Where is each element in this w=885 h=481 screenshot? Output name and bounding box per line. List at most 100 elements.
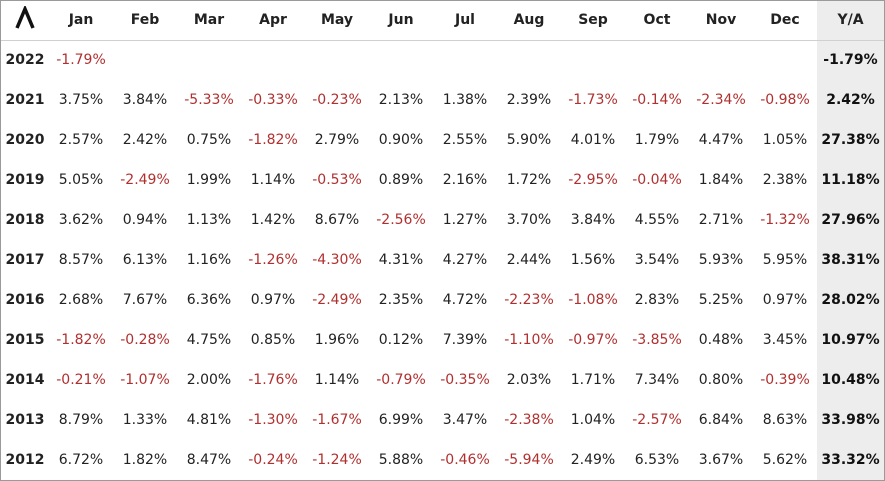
- month-return: -0.98%: [760, 92, 810, 108]
- month-header: Feb: [113, 1, 177, 41]
- month-header: Jun: [369, 1, 433, 41]
- month-return: 8.63%: [762, 412, 808, 428]
- month-return: -1.32%: [760, 212, 810, 228]
- year-label: 2020: [5, 132, 45, 148]
- month-return: 6.99%: [378, 412, 424, 428]
- year-total: 10.48%: [817, 360, 884, 400]
- header-row: Jan Feb Mar Apr May Jun Jul Aug Sep Oct Nov Dec Y/A: [1, 1, 884, 41]
- month-return: 0.97%: [250, 292, 296, 308]
- logo-cell: [1, 1, 49, 41]
- month-return: 2.16%: [442, 172, 488, 188]
- month-return: 2.44%: [506, 252, 552, 268]
- month-return: 3.62%: [58, 212, 104, 228]
- month-return: 7.34%: [634, 372, 680, 388]
- year-total: 27.96%: [817, 200, 884, 240]
- year-row: 2018 3.62% 0.94% 1.13% 1.42% 8.67% -2.56% 1.27%…: [1, 200, 884, 240]
- month-return: -5.33%: [184, 92, 234, 108]
- month-return: 0.94%: [122, 212, 168, 228]
- month-return: -1.73%: [568, 92, 618, 108]
- month-header: Apr: [241, 1, 305, 41]
- month-return: 3.47%: [442, 412, 488, 428]
- month-return: 4.27%: [442, 252, 488, 268]
- year-row: 2012 6.72% 1.82% 8.47% -0.24% -1.24% 5.88% -0.4…: [1, 440, 884, 480]
- month-return: 1.16%: [186, 252, 232, 268]
- month-return: -5.94%: [504, 452, 554, 468]
- month-return: 0.89%: [378, 172, 424, 188]
- year-label: 2016: [5, 292, 45, 308]
- month-return: 0.75%: [186, 132, 232, 148]
- month-return: 4.55%: [634, 212, 680, 228]
- month-return: 3.84%: [570, 212, 616, 228]
- month-return: 2.79%: [314, 132, 360, 148]
- month-return: 5.90%: [506, 132, 552, 148]
- year-total: 38.31%: [817, 240, 884, 280]
- month-return: -1.10%: [504, 332, 554, 348]
- month-return: 0.48%: [698, 332, 744, 348]
- year-label: 2015: [5, 332, 45, 348]
- month-return: -2.23%: [504, 292, 554, 308]
- month-return: 1.38%: [442, 92, 488, 108]
- month-header: Jul: [433, 1, 497, 41]
- month-return: 4.47%: [698, 132, 744, 148]
- month-return: 7.39%: [442, 332, 488, 348]
- empty-cell: [177, 40, 241, 80]
- year-label: 2017: [5, 252, 45, 268]
- month-return: -0.53%: [312, 172, 362, 188]
- empty-cell: [241, 40, 305, 80]
- month-return: -2.95%: [568, 172, 618, 188]
- month-return: -0.21%: [56, 372, 106, 388]
- month-return: -1.76%: [248, 372, 298, 388]
- month-return: -1.67%: [312, 412, 362, 428]
- month-return: -1.79%: [56, 52, 106, 69]
- month-return: -3.85%: [632, 332, 682, 348]
- month-return: -1.24%: [312, 452, 362, 468]
- month-return: 4.75%: [186, 332, 232, 348]
- empty-cell: [113, 40, 177, 80]
- year-total: 33.98%: [817, 400, 884, 440]
- month-return: 2.39%: [506, 92, 552, 108]
- month-return: 1.42%: [250, 212, 296, 228]
- year-total: 2.42%: [817, 80, 884, 120]
- year-label: 2012: [5, 452, 45, 468]
- month-return: -0.33%: [248, 92, 298, 108]
- month-return: 1.14%: [250, 172, 296, 188]
- year-total: -1.79%: [817, 40, 884, 80]
- month-return: 5.62%: [762, 452, 808, 468]
- year-row: 2013 8.79% 1.33% 4.81% -1.30% -1.67% 6.99% 3.47…: [1, 400, 884, 440]
- month-return: -1.08%: [568, 292, 618, 308]
- month-return: -0.14%: [632, 92, 682, 108]
- month-header: Mar: [177, 1, 241, 41]
- month-return: 2.00%: [186, 372, 232, 388]
- month-return: 1.33%: [122, 412, 168, 428]
- month-return: -4.30%: [312, 252, 362, 268]
- month-return: 5.95%: [762, 252, 808, 268]
- month-return: 2.38%: [762, 172, 808, 188]
- year-total: 10.97%: [817, 320, 884, 360]
- month-return: 6.13%: [122, 252, 168, 268]
- empty-cell: [689, 40, 753, 80]
- month-return: 8.57%: [58, 252, 104, 268]
- month-return: 7.67%: [122, 292, 168, 308]
- month-return: -2.49%: [120, 172, 170, 188]
- total-header: Y/A: [817, 1, 884, 41]
- month-return: 3.84%: [122, 92, 168, 108]
- month-header: Oct: [625, 1, 689, 41]
- month-return: -2.38%: [504, 412, 554, 428]
- month-return: 1.82%: [122, 452, 168, 468]
- month-return: 0.90%: [378, 132, 424, 148]
- month-return: 1.05%: [762, 132, 808, 148]
- empty-cell: [753, 40, 817, 80]
- month-return: 1.99%: [186, 172, 232, 188]
- month-header: Jan: [49, 1, 113, 41]
- month-return: 1.27%: [442, 212, 488, 228]
- month-return: -0.35%: [440, 372, 490, 388]
- month-return: 6.53%: [634, 452, 680, 468]
- month-return: -0.39%: [760, 372, 810, 388]
- month-return: -2.57%: [632, 412, 682, 428]
- month-return: 5.93%: [698, 252, 744, 268]
- month-return: -0.97%: [568, 332, 618, 348]
- year-total: 11.18%: [817, 160, 884, 200]
- month-return: 1.84%: [698, 172, 744, 188]
- month-return: -2.56%: [376, 212, 426, 228]
